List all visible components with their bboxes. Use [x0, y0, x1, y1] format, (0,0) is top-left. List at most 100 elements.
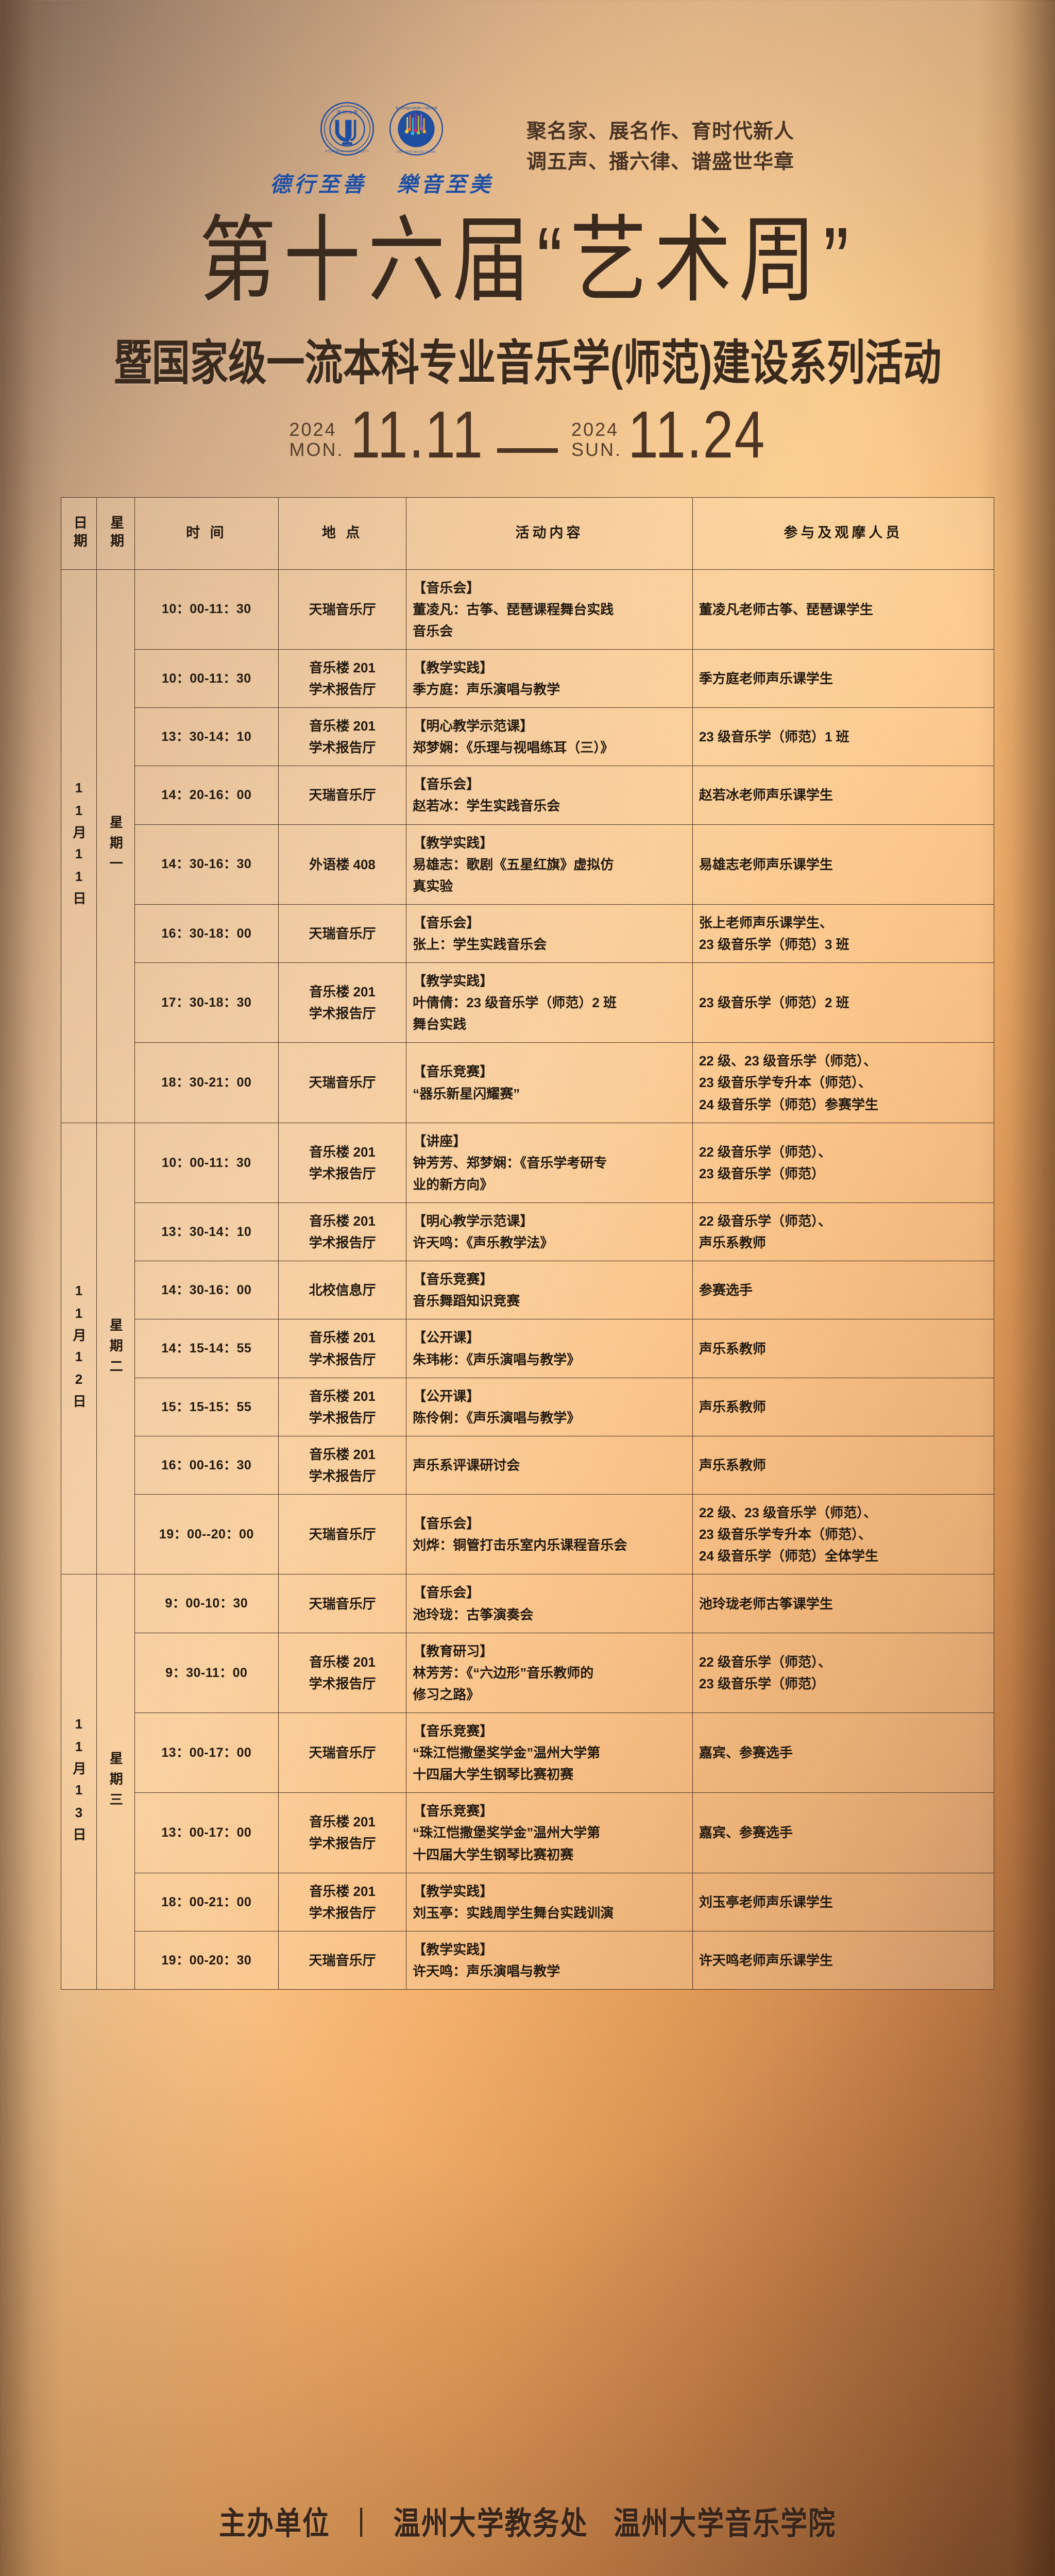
- slogan-line-2: 调五声、播六律、谱盛世华章: [526, 151, 794, 174]
- cell-content: 【音乐竞赛】 “器乐新星闪耀赛”: [406, 1042, 693, 1123]
- cell-content: 【音乐竞赛】 音乐舞蹈知识竞赛: [406, 1261, 693, 1320]
- start-date-group: 2024 MON. 11.11: [289, 402, 484, 468]
- end-date-meta: 2024 SUN.: [571, 419, 622, 466]
- table-header-row: 日期 星期 时 间 地 点 活动内容 参与及观摩人员: [61, 497, 995, 570]
- table-row: 15：15-15：55 音乐楼 201 学术报告厅 【公开课】 陈伶俐：《声乐演唱与教学…: [61, 1377, 995, 1436]
- cell-time: 10：00-11：30: [134, 649, 279, 708]
- cell-place: 天瑞音乐厅: [278, 1712, 407, 1793]
- cell-place: 天瑞音乐厅: [278, 1574, 407, 1633]
- cell-time: 14：20-16：00: [134, 766, 279, 825]
- title-block: 第十六届“艺术周” 暨国家级一流本科专业音乐学(师范)建设系列活动 2024 M…: [0, 211, 1055, 468]
- cell-people: 张上老师声乐课学生、 23 级音乐学（师范）3 班: [692, 904, 995, 963]
- table-row: 16：30-18：00 天瑞音乐厅 【音乐会】 张上：学生实践音乐会 张上老师声乐课学生…: [61, 904, 995, 963]
- svg-text:温州大学音乐学院第十六届艺术周: 温州大学音乐学院第十六届艺术周: [396, 106, 437, 110]
- cell-time: 17：30-18：30: [134, 962, 279, 1043]
- cell-place: 天瑞音乐厅: [278, 1930, 407, 1990]
- table-row: 14：30-16：30 外语楼 408 【教学实践】 易雄志：歌剧《五星红旗》虚拟仿真…: [61, 824, 995, 905]
- cell-time: 18：00-21：00: [134, 1872, 279, 1931]
- end-weekday: SUN.: [571, 438, 622, 460]
- cell-content: 声乐系评课研讨会: [406, 1435, 693, 1495]
- motto-left: 德行至善: [269, 173, 367, 196]
- cell-people: 23 级音乐学（师范）2 班: [692, 962, 995, 1043]
- cell-content: 【音乐会】 赵若冰：学生实践音乐会: [406, 766, 693, 825]
- column-header-place: 地 点: [278, 497, 407, 570]
- end-date-group: 2024 SUN. 11.24: [571, 402, 765, 468]
- table-row: 10：00-11：30 音乐楼 201 学术报告厅 【教学实践】 季方庭：声乐演唱与教学…: [61, 649, 995, 708]
- cell-people: 声乐系教师: [692, 1319, 995, 1378]
- table-row: 11月12日 星期二 10：00-11：30 音乐楼 201 学术报告厅 【讲座】 钟芳芳、…: [61, 1122, 995, 1575]
- footer-organizers: 主办单位 丨 温州大学教务处 温州大学音乐学院: [0, 2498, 1055, 2544]
- cell-people: 嘉宾、参赛选手: [692, 1792, 995, 1873]
- column-header-date: 日期: [61, 497, 97, 570]
- footer-org-2: 温州大学音乐学院: [614, 2506, 837, 2542]
- column-header-people: 参与及观摩人员: [692, 497, 995, 570]
- cell-place: 音乐楼 201 学术报告厅: [278, 649, 407, 708]
- cell-content: 【音乐会】 池玲珑：古筝演奏会: [406, 1574, 693, 1633]
- table-row: 18：30-21：00 天瑞音乐厅 【音乐竞赛】 “器乐新星闪耀赛” 22 级、23 级…: [61, 1042, 995, 1123]
- cell-people: 22 级音乐学（师范）、 23 级音乐学（师范）: [692, 1122, 995, 1204]
- cell-place: 音乐楼 201 学术报告厅: [278, 1377, 407, 1436]
- cell-content: 【音乐竞赛】 “珠江恺撒堡奖学金”温州大学第 十四届大学生钢琴比赛初赛: [406, 1792, 693, 1873]
- svg-text:WENZHOU UNIVERSITY: WENZHOU UNIVERSITY: [325, 149, 369, 153]
- table-row: 18：00-21：00 音乐楼 201 学术报告厅 【教学实践】 刘玉亭：实践周学生舞台…: [61, 1872, 995, 1931]
- date-range-dash: [497, 448, 558, 453]
- cell-people: 嘉宾、参赛选手: [692, 1712, 995, 1793]
- poster-header: 温 州 大 学 WENZHOU UNIVERSITY: [0, 0, 1055, 198]
- cell-time: 14：30-16：30: [134, 824, 279, 905]
- cell-time: 19：00--20：00: [134, 1494, 279, 1575]
- cell-time: 9：00-10：30: [134, 1574, 279, 1633]
- cell-place: 音乐楼 201 学术报告厅: [278, 1319, 407, 1378]
- table-row: 13：30-14：10 音乐楼 201 学术报告厅 【明心教学示范课】 许天鸣：《声乐教…: [61, 1202, 995, 1262]
- cell-time: 15：15-15：55: [134, 1377, 279, 1436]
- start-weekday: MON.: [289, 438, 344, 460]
- cell-people: 22 级、23 级音乐学（师范）、 23 级音乐学专升本（师范）、 24 级音乐学（…: [692, 1494, 995, 1575]
- cell-place: 音乐楼 201 学术报告厅: [278, 1202, 407, 1262]
- cell-place: 音乐楼 201 学术报告厅: [278, 962, 407, 1043]
- cell-content: 【教学实践】 许天鸣：声乐演唱与教学: [406, 1930, 693, 1990]
- schedule-table-body: 11月11日 星期一 10：00-11：30 天瑞音乐厅 【音乐会】 董凌凡：古筝、琵琶课…: [61, 569, 995, 1990]
- cell-content: 【音乐会】 刘烨：铜管打击乐室内乐课程音乐会: [406, 1494, 693, 1575]
- cell-people: 23 级音乐学（师范）1 班: [692, 707, 995, 767]
- table-row: 11月13日 星期三 9：00-10：30 天瑞音乐厅 【音乐会】 池玲珑：古筝演奏会 池玲…: [61, 1574, 995, 1990]
- cell-people: 易雄志老师声乐课学生: [692, 824, 995, 905]
- table-row: 14：20-16：00 天瑞音乐厅 【音乐会】 赵若冰：学生实践音乐会 赵若冰老师声乐课…: [61, 766, 995, 825]
- cell-place: 音乐楼 201 学术报告厅: [278, 1632, 407, 1714]
- cell-time: 9：30-11：00: [134, 1632, 279, 1714]
- cell-people: 声乐系教师: [692, 1435, 995, 1495]
- table-row: 13：00-17：00 音乐楼 201 学术报告厅 【音乐竞赛】 “珠江恺撒堡奖学金”温…: [61, 1792, 995, 1873]
- table-row: 11月11日 星期一 10：00-11：30 天瑞音乐厅 【音乐会】 董凌凡：古筝、琵琶课…: [61, 569, 995, 1123]
- cell-place: 天瑞音乐厅: [278, 904, 407, 963]
- table-row: 19：00-20：30 天瑞音乐厅 【教学实践】 许天鸣：声乐演唱与教学 许天鸣老师声乐…: [61, 1930, 995, 1990]
- cell-time: 13：30-14：10: [134, 1202, 279, 1262]
- cell-time: 14：30-16：00: [134, 1261, 279, 1320]
- footer-org-1: 温州大学教务处: [393, 2506, 588, 2542]
- table-row: 14：15-14：55 音乐楼 201 学术报告厅 【公开课】 朱玮彬：《声乐演唱与教学…: [61, 1319, 995, 1378]
- cell-content: 【教育研习】 林芳芳：《“六边形”音乐教师的 修习之路》: [406, 1632, 693, 1714]
- cell-time: 16：30-18：00: [134, 904, 279, 963]
- cell-place: 音乐楼 201 学术报告厅: [278, 1872, 407, 1931]
- cell-content: 【明心教学示范课】 郑梦娴：《乐理与视唱练耳（三）》: [406, 707, 693, 767]
- table-row: 9：30-11：00 音乐楼 201 学术报告厅 【教育研习】 林芳芳：《“六边形”音乐…: [61, 1632, 995, 1714]
- table-row: 16：00-16：30 音乐楼 201 学术报告厅 声乐系评课研讨会 声乐系教师: [61, 1435, 995, 1495]
- cell-time: 10：00-11：30: [134, 569, 279, 650]
- footer-separator: 丨: [348, 2506, 376, 2542]
- cell-place: 音乐楼 201 学术报告厅: [278, 707, 407, 767]
- cell-place: 天瑞音乐厅: [278, 1494, 407, 1575]
- cell-content: 【音乐会】 董凌凡：古筝、琵琶课程舞台实践 音乐会: [406, 569, 693, 650]
- motto-right: 樂音至美: [397, 173, 494, 196]
- start-date-meta: 2024 MON.: [289, 419, 344, 466]
- cell-weekday: 星期一: [96, 569, 135, 1123]
- cell-content: 【教学实践】 叶倩倩：23 级音乐学（师范）2 班舞台实践: [406, 962, 693, 1043]
- cell-weekday: 星期二: [96, 1122, 135, 1575]
- cell-people: 季方庭老师声乐课学生: [692, 649, 995, 708]
- cell-content: 【公开课】 陈伶俐：《声乐演唱与教学》: [406, 1377, 693, 1436]
- cell-time: 19：00-20：30: [134, 1930, 279, 1990]
- cell-time: 13：30-14：10: [134, 707, 279, 767]
- cell-content: 【教学实践】 易雄志：歌剧《五星红旗》虚拟仿 真实验: [406, 824, 693, 905]
- slogan-block: 聚名家、展名作、育时代新人 调五声、播六律、谱盛世华章: [526, 101, 794, 178]
- calligraphy-motto: 德行至善 樂音至美: [270, 167, 494, 198]
- cell-content: 【公开课】 朱玮彬：《声乐演唱与教学》: [406, 1319, 693, 1378]
- cell-weekday: 星期三: [96, 1574, 135, 1990]
- cell-people: 声乐系教师: [692, 1377, 995, 1436]
